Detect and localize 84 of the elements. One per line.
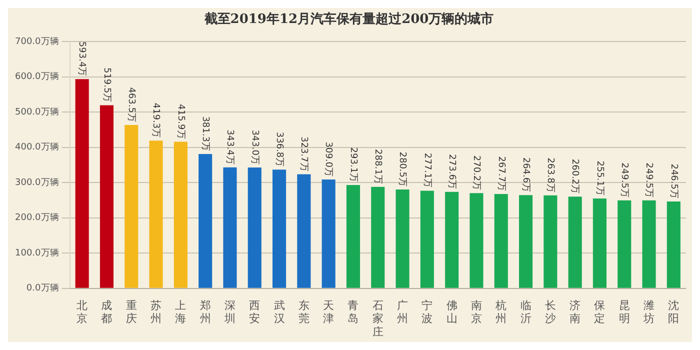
data-label: 288.1万: [372, 149, 383, 184]
data-label: 463.5万: [126, 87, 136, 122]
bar: [100, 105, 114, 288]
data-label: 293.1万: [348, 147, 358, 182]
bar: [149, 140, 163, 288]
data-label: 343.0万: [249, 130, 260, 164]
bar: [75, 79, 89, 288]
data-label: 419.3万: [150, 102, 161, 138]
bar: [371, 186, 385, 288]
y-tick-label: 700.0万辆: [15, 36, 59, 47]
bar: [666, 201, 680, 288]
data-label: 270.2万: [471, 155, 482, 190]
x-tick-label: 济南: [570, 298, 581, 326]
bar: [642, 200, 656, 288]
x-tick-label: 上海: [175, 298, 186, 326]
y-tick-label: 400.0万辆: [15, 142, 59, 153]
x-tick-label: 广州: [397, 298, 408, 326]
x-tick-label: 西安: [249, 298, 260, 326]
data-label: 249.5万: [619, 162, 630, 198]
data-label: 273.6万: [446, 154, 456, 189]
x-tick-label: 重庆: [126, 298, 137, 326]
bar: [420, 190, 434, 288]
data-label: 415.9万: [175, 104, 186, 139]
x-tick-label: 南京: [470, 298, 482, 326]
x-tick-label: 昆明: [618, 298, 630, 326]
data-label: 260.2万: [570, 158, 580, 194]
data-label: 267.7万: [496, 156, 506, 192]
x-tick-label: 成都: [101, 298, 112, 326]
x-tick-label: 宁波: [422, 298, 433, 326]
data-label: 280.5万: [397, 152, 408, 187]
bar: [248, 167, 262, 288]
x-tick-label: 长沙: [544, 298, 556, 326]
bar: [396, 190, 410, 288]
data-label: 593.4万: [76, 41, 87, 76]
data-label: 263.8万: [545, 158, 556, 192]
bar: [322, 179, 336, 288]
x-tick-label: 沈阳: [668, 298, 680, 326]
bar: [124, 124, 138, 288]
x-tick-label: 临沂: [520, 298, 532, 326]
x-tick-label: 深圳: [223, 298, 236, 326]
y-tick-label: 500.0万辆: [15, 106, 59, 118]
data-label: 246.5万: [668, 164, 678, 198]
data-label: 381.3万: [200, 116, 210, 151]
x-tick-label: 青岛: [348, 298, 359, 326]
bar: [592, 198, 607, 288]
bar: [272, 170, 286, 288]
x-tick-label: 杭州: [494, 298, 507, 326]
data-label: 249.5万: [644, 162, 654, 198]
data-label: 264.6万: [520, 157, 530, 192]
x-tick-label: 东莞: [298, 298, 310, 326]
data-label: 343.4万: [224, 130, 235, 164]
x-tick-label: 苏州: [150, 298, 162, 326]
bar: [618, 200, 632, 288]
y-tick-label: 100.0万辆: [15, 247, 59, 258]
x-tick-label: 天津: [323, 298, 334, 326]
x-tick-label: 武汉: [274, 298, 285, 326]
bar: [470, 193, 484, 288]
bar: [223, 167, 237, 288]
bar: [494, 194, 508, 288]
x-tick-label: 佛山: [446, 298, 458, 326]
bar: [346, 185, 360, 288]
x-tick-label: 郑州: [200, 298, 211, 326]
data-label: 336.8万: [274, 132, 284, 167]
data-label: 519.5万: [101, 67, 112, 102]
bar: [568, 196, 582, 288]
bar: [445, 192, 459, 288]
bar: [544, 195, 558, 288]
x-tick-label: 石家庄: [372, 298, 384, 338]
x-tick-label: 保定: [594, 298, 606, 326]
bar: [297, 174, 311, 288]
bar: [198, 154, 212, 288]
chart-title: 截至2019年12月汽车保有量超过200万辆的城市: [203, 11, 494, 28]
y-tick-label: 600.0万辆: [15, 71, 59, 82]
y-tick-label: 200.0万辆: [15, 212, 59, 224]
data-label: 277.1万: [422, 152, 432, 188]
bar: [519, 195, 533, 288]
y-tick-label: 0.0万辆: [26, 282, 59, 294]
data-label: 323.7万: [298, 136, 309, 172]
data-label: 255.1万: [594, 160, 604, 196]
y-tick-label: 300.0万辆: [15, 176, 59, 188]
bar: [174, 142, 188, 288]
x-tick-label: 潍坊: [642, 298, 655, 326]
data-label: 309.0万: [323, 142, 334, 176]
x-tick-label: 北京: [76, 298, 88, 326]
